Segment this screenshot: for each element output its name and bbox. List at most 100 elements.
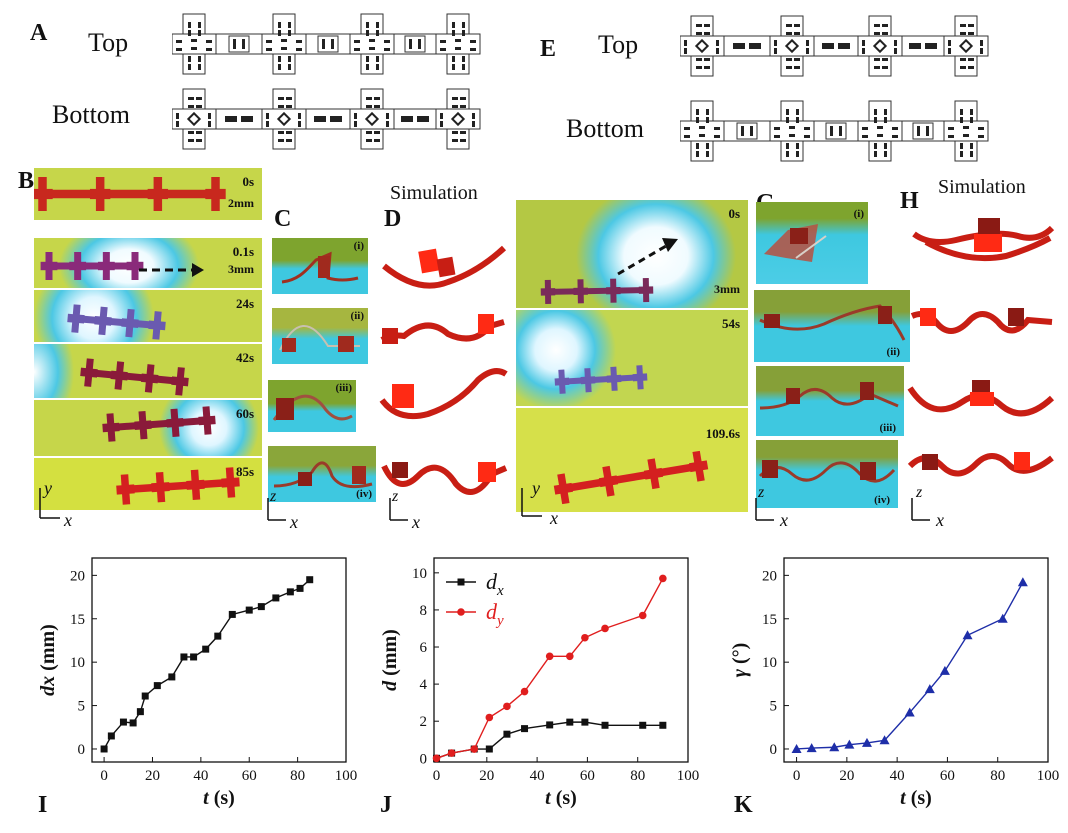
robot-side	[273, 461, 373, 489]
robot-strip	[40, 252, 144, 280]
axis-label-x-h: x	[936, 510, 944, 530]
robot-strip	[553, 450, 709, 505]
y-axis-label: dx (mm)	[37, 624, 59, 696]
plot-frame	[783, 557, 1049, 763]
robot-body	[541, 287, 653, 295]
plot-frame	[433, 557, 689, 763]
data-point	[107, 732, 115, 740]
robot-cross-arm	[643, 467, 664, 480]
x-axis-label: t (s)	[900, 787, 932, 809]
x-tick-label: 0	[100, 768, 108, 784]
y-tick-label: 0	[420, 751, 428, 767]
axis-label-x-d: x	[412, 512, 420, 532]
x-tick-label: 60	[242, 768, 257, 784]
robot-body	[42, 262, 142, 270]
robot-side	[764, 224, 827, 262]
axis-label-x-b: x	[64, 510, 72, 530]
photo-b-24s: 24s	[34, 290, 262, 342]
photo-c-iii: (iii)	[268, 380, 356, 432]
robot-cross-arm	[205, 188, 226, 200]
data-point	[545, 652, 554, 661]
robot-body	[555, 461, 707, 494]
data-point	[581, 718, 589, 726]
pattern-mark	[925, 43, 937, 49]
item-label: (iv)	[874, 494, 890, 506]
x-tick-label: 20	[479, 768, 494, 784]
data-point	[286, 588, 294, 596]
robot-cross-arm	[166, 418, 184, 428]
timestamp: 54s	[721, 316, 740, 331]
robot-cross-arm	[69, 261, 87, 271]
robot-cross-arm	[198, 415, 216, 426]
axis-label-z-d: z	[392, 488, 399, 505]
axes-glyph-d	[389, 498, 408, 521]
x-tick-label: 40	[890, 768, 905, 784]
timestamp: 0.1s	[232, 244, 254, 259]
y-tick-label: 0	[78, 742, 86, 758]
robot-side	[759, 304, 906, 341]
robot-cross-arm	[89, 188, 111, 200]
legend-marker	[457, 578, 465, 586]
photo-b-0s: 0s 2mm	[34, 168, 262, 220]
robot-side	[758, 460, 896, 483]
data-point	[214, 632, 222, 640]
y-tick-label: 5	[78, 699, 86, 715]
photo-f-109-6s: 109.6s	[516, 408, 748, 512]
pattern-mark	[822, 43, 834, 49]
robot-cross-arm	[40, 261, 58, 271]
scale-bar-label: 2mm	[228, 196, 254, 210]
plot-frame	[91, 557, 347, 763]
pattern-segment	[825, 122, 847, 140]
axis-label-y-b: y	[44, 478, 52, 498]
robot-cross-arm	[221, 477, 240, 488]
robot-body	[117, 478, 239, 494]
robot-side	[281, 251, 359, 284]
data-point	[659, 721, 667, 729]
pattern-cross	[261, 88, 307, 150]
photo-c-iv: (iv)	[268, 446, 376, 502]
x-axis-label: t (s)	[545, 787, 577, 809]
data-point	[257, 603, 265, 611]
pattern-mark	[417, 116, 429, 122]
light-direction-arrow	[139, 263, 204, 277]
data-point	[470, 745, 479, 753]
axes-glyph-f	[521, 488, 542, 517]
pattern-cross	[857, 100, 903, 162]
pattern-e-top	[680, 15, 989, 77]
y-tick-label: 8	[420, 603, 428, 619]
data-point	[503, 730, 511, 738]
pattern-mark	[409, 39, 412, 49]
pattern-label-bottom-e: Bottom	[566, 114, 645, 143]
panel-letter-k: K	[734, 792, 753, 818]
data-point	[601, 721, 609, 729]
data-point	[190, 653, 198, 661]
item-label: (iii)	[335, 382, 353, 394]
x-tick-label: 100	[1037, 768, 1060, 784]
timestamp: 85s	[235, 464, 254, 479]
data-point	[638, 611, 647, 620]
data-point	[939, 665, 950, 675]
y-tick-label: 10	[412, 566, 427, 582]
item-label: (ii)	[350, 310, 364, 322]
data-point	[639, 721, 647, 729]
data-point	[296, 584, 304, 592]
photo-g-iv: (iv)	[756, 440, 898, 508]
robot-cross-arm	[553, 482, 574, 495]
pattern-mark	[322, 39, 325, 49]
pattern-mark	[917, 126, 920, 136]
data-point	[485, 745, 493, 753]
robot-cross-arm	[34, 188, 53, 200]
panel-letter-d: D	[384, 206, 402, 232]
timestamp: 24s	[235, 296, 254, 311]
pattern-mark	[241, 116, 253, 122]
photo-c-i: (i)	[272, 238, 368, 294]
robot-cross-arm	[186, 479, 205, 490]
data-point	[962, 630, 973, 640]
pattern-mark	[838, 43, 850, 49]
pattern-cross	[680, 100, 725, 162]
y-tick-label: 20	[762, 568, 777, 584]
data-point	[129, 719, 137, 727]
robot-strip	[116, 467, 240, 505]
pattern-mark	[830, 126, 833, 136]
pattern-cross	[349, 88, 395, 150]
